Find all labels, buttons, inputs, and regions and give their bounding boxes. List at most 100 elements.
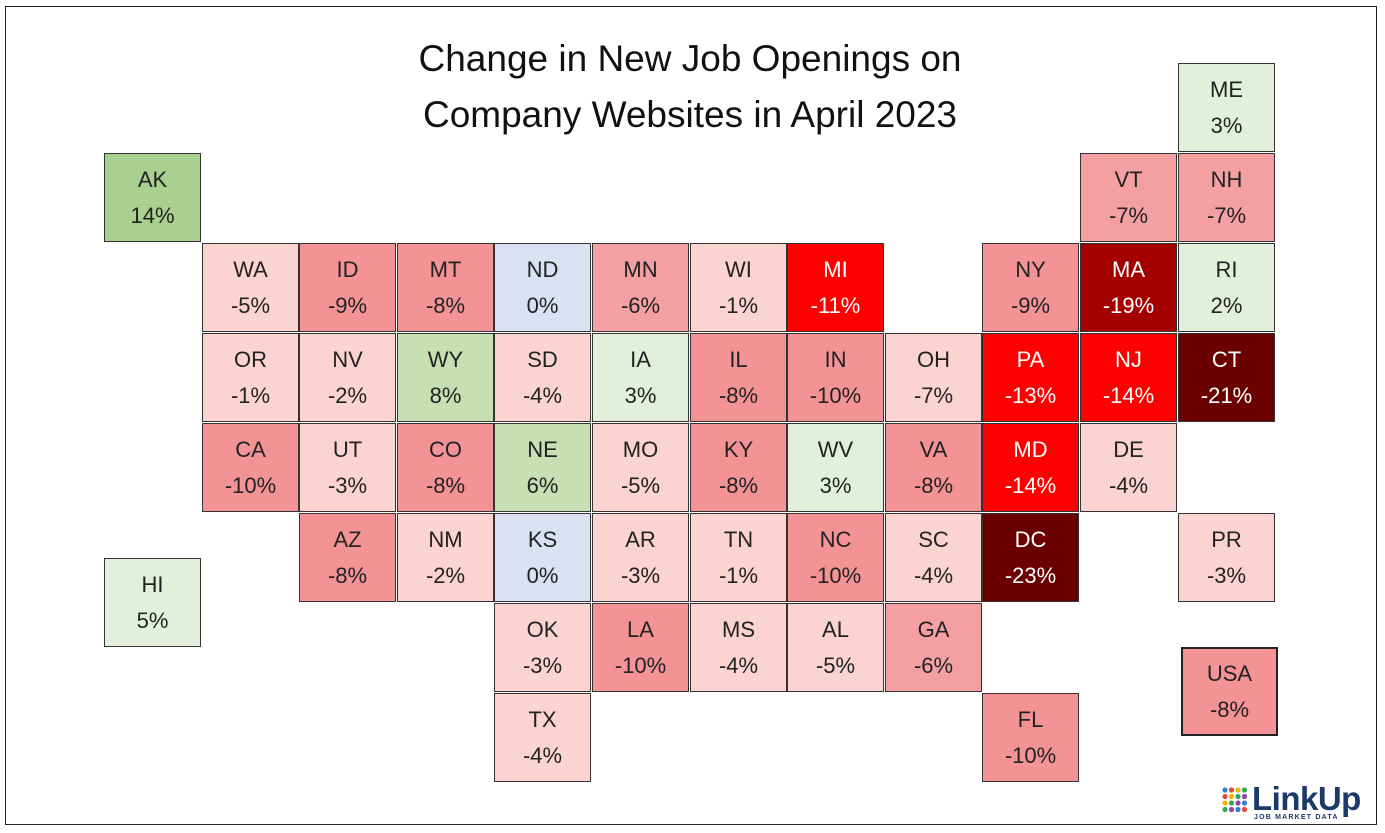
tile-ga: GA -6%	[885, 603, 982, 692]
tile-value-label: 8%	[429, 382, 462, 408]
tile-ks: KS 0%	[494, 513, 591, 602]
logo-dot	[1235, 800, 1241, 806]
tile-value-label: -10%	[614, 652, 667, 678]
tile-state-label: WY	[427, 346, 464, 372]
tile-or: OR -1%	[202, 333, 299, 422]
tile-value-label: -5%	[620, 472, 661, 498]
tile-state-label: VA	[919, 436, 948, 462]
tile-ut: UT -3%	[299, 423, 396, 512]
tile-state-label: MA	[1112, 256, 1145, 282]
tile-value-label: -8%	[913, 472, 954, 498]
tile-state-label: ME	[1210, 76, 1243, 102]
tile-state-label: CO	[429, 436, 462, 462]
tile-wa: WA -5%	[202, 243, 299, 332]
tile-value-label: -2%	[425, 562, 466, 588]
logo-dot	[1241, 793, 1248, 800]
tile-vt: VT -7%	[1080, 153, 1177, 242]
tile-value-label: -3%	[327, 472, 368, 498]
logo-dot	[1228, 806, 1235, 813]
tile-value-label: -4%	[522, 382, 563, 408]
tile-value-label: -4%	[913, 562, 954, 588]
tile-value-label: 3%	[624, 382, 657, 408]
tile-value-label: -8%	[425, 472, 466, 498]
tile-value-label: 2%	[1210, 292, 1243, 318]
tile-state-label: AZ	[333, 526, 362, 552]
tile-state-label: VT	[1114, 166, 1143, 192]
logo-dot	[1228, 793, 1235, 800]
tile-state-label: ND	[526, 256, 559, 282]
tile-wv: WV 3%	[787, 423, 884, 512]
tile-state-label: PR	[1211, 526, 1242, 552]
tile-value-label: 3%	[1210, 112, 1243, 138]
tile-value-label: -14%	[1102, 382, 1155, 408]
tile-state-label: WA	[233, 256, 268, 282]
tile-dc: DC -23%	[982, 513, 1079, 602]
tile-value-label: -7%	[1108, 202, 1149, 228]
tile-state-label: RI	[1215, 256, 1238, 282]
tile-state-label: ID	[336, 256, 359, 282]
tile-value-label: -1%	[718, 562, 759, 588]
tile-value-label: 14%	[130, 202, 175, 228]
tile-value-label: -3%	[1206, 562, 1247, 588]
chart-title-line-2: Company Websites in April 2023	[422, 94, 958, 135]
tile-state-label: AR	[625, 526, 656, 552]
tile-value-label: -8%	[718, 382, 759, 408]
tile-ri: RI 2%	[1178, 243, 1275, 332]
tile-value-label: -2%	[327, 382, 368, 408]
tile-state-label: FL	[1017, 706, 1044, 732]
tile-value-label: -8%	[1209, 696, 1250, 722]
tile-value-label: -10%	[809, 562, 862, 588]
tile-state-label: MI	[823, 256, 848, 282]
tile-value-label: -7%	[913, 382, 954, 408]
tile-nj: NJ -14%	[1080, 333, 1177, 422]
tile-mi: MI -11%	[787, 243, 884, 332]
tile-state-label: NY	[1015, 256, 1046, 282]
tile-pa: PA -13%	[982, 333, 1079, 422]
tile-value-label: -8%	[718, 472, 759, 498]
tile-value-label: -9%	[1010, 292, 1051, 318]
logo-dot	[1228, 800, 1235, 806]
logo-dot	[1235, 787, 1241, 793]
tile-state-label: AL	[822, 616, 849, 642]
tile-in: IN -10%	[787, 333, 884, 422]
tile-state-label: MT	[429, 256, 462, 282]
tile-state-label: OH	[917, 346, 950, 372]
tile-mo: MO -5%	[592, 423, 689, 512]
tile-wi: WI -1%	[690, 243, 787, 332]
tile-state-label: SC	[918, 526, 949, 552]
tile-state-label: AK	[137, 166, 168, 192]
tile-ky: KY -8%	[690, 423, 787, 512]
tile-state-label: OK	[526, 616, 559, 642]
tile-tn: TN -1%	[690, 513, 787, 602]
logo-tagline: JOB MARKET DATA	[1254, 814, 1339, 821]
tile-state-label: PA	[1016, 346, 1045, 372]
linkup-dots-icon	[1222, 787, 1248, 813]
tile-value-label: -4%	[1108, 472, 1149, 498]
tile-state-label: MO	[622, 436, 659, 462]
tile-state-label: NH	[1210, 166, 1243, 192]
tile-value-label: -4%	[718, 652, 759, 678]
tile-state-label: KY	[723, 436, 754, 462]
tile-value-label: -14%	[1004, 472, 1057, 498]
tile-value-label: -10%	[1004, 742, 1057, 768]
tile-ny: NY -9%	[982, 243, 1079, 332]
tile-ak: AK 14%	[104, 153, 201, 242]
tile-value-label: 0%	[526, 292, 559, 318]
tile-value-label: -1%	[718, 292, 759, 318]
tile-state-label: IL	[729, 346, 748, 372]
tile-state-label: TX	[528, 706, 557, 732]
logo-dot	[1222, 793, 1228, 800]
tile-va: VA -8%	[885, 423, 982, 512]
tile-state-label: NE	[527, 436, 558, 462]
tile-state-label: NJ	[1115, 346, 1142, 372]
tile-nm: NM -2%	[397, 513, 494, 602]
tile-pr: PR -3%	[1178, 513, 1275, 602]
tile-me: ME 3%	[1178, 63, 1275, 152]
tile-state-label: KS	[527, 526, 558, 552]
logo-dot	[1241, 787, 1248, 793]
tile-value-label: -8%	[425, 292, 466, 318]
tile-ia: IA 3%	[592, 333, 689, 422]
tile-state-label: USA	[1206, 660, 1253, 686]
tile-tx: TX -4%	[494, 693, 591, 782]
tile-value-label: 6%	[526, 472, 559, 498]
